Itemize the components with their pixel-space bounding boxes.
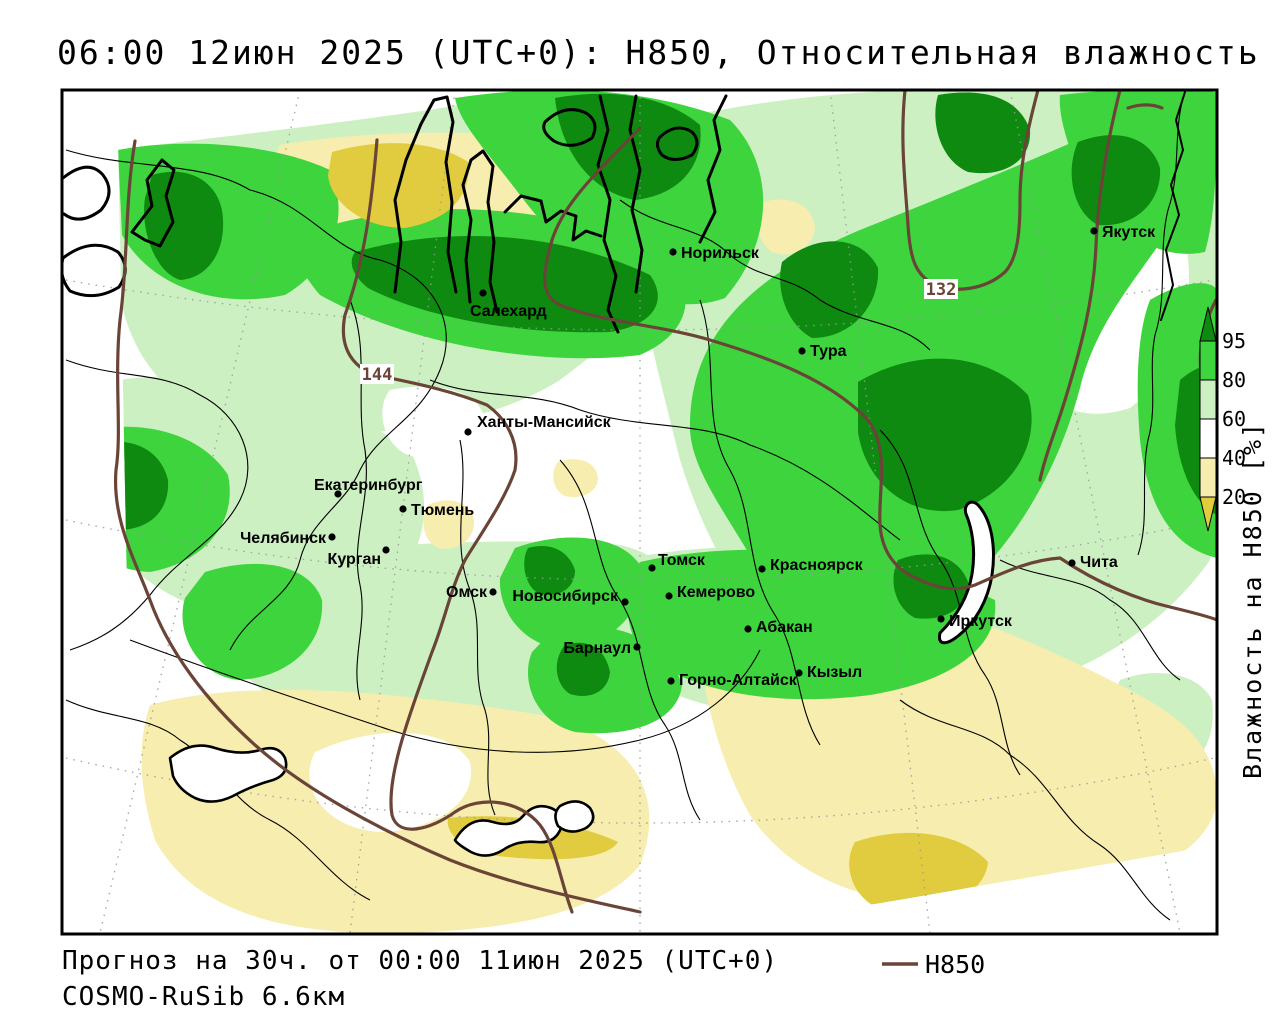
city-label: Норильск — [681, 245, 760, 262]
city-marker-dot — [334, 490, 342, 498]
colorbar-segment — [1199, 457, 1217, 498]
city-marker-dot — [667, 677, 675, 685]
colorbar-tick-label: 95 — [1222, 329, 1246, 353]
city-marker-dot — [1068, 559, 1076, 567]
city-label: Кызыл — [807, 664, 862, 681]
city-layer: Норильск Салехард Тура Якутск Ханты-Мансийск… — [240, 224, 1156, 689]
colorbar-tick-label: 20 — [1222, 485, 1246, 509]
city-label: Иркутск — [949, 613, 1013, 630]
contour-label-box — [924, 279, 958, 299]
city-marker-dot — [382, 546, 390, 554]
city-label: Курган — [328, 551, 381, 568]
city-marker-dot — [489, 588, 497, 596]
colorbar-segment — [1199, 340, 1217, 381]
city-label: Челябинск — [240, 530, 327, 547]
humidity-colorbar — [1199, 306, 1217, 532]
colorbar-segment — [1199, 379, 1217, 420]
city-label: Тура — [810, 343, 847, 360]
city-label: Ханты-Мансийск — [477, 414, 612, 431]
map-title: 06:00 12июн 2025 (UTC+0): H850, Относите… — [57, 33, 1260, 72]
humidity-95-layer — [118, 92, 1217, 696]
model-info: COSMO-RuSib 6.6км — [62, 982, 346, 1012]
city-marker-dot — [621, 598, 629, 606]
colorbar-tick-label: 40 — [1222, 446, 1246, 470]
city-label: Кемерово — [677, 584, 755, 601]
city-label: Тюмень — [411, 502, 474, 519]
city-label: Томск — [658, 552, 706, 569]
colorbar-tick-label: 80 — [1222, 368, 1246, 392]
city-label: Новосибирск — [512, 588, 619, 605]
city-label: Салехард — [470, 303, 547, 320]
city-label: Якутск — [1102, 224, 1156, 241]
city-marker-dot — [665, 592, 673, 600]
city-marker-dot — [399, 505, 407, 513]
h850-contours — [113, 90, 1217, 914]
coastlines — [62, 91, 1186, 857]
map-frame — [60, 88, 1219, 936]
legend-h850-label: H850 — [925, 950, 985, 979]
contour-label: 132 — [926, 280, 957, 300]
contour-label: 144 — [362, 365, 393, 385]
colorbar-segment — [1199, 418, 1217, 459]
colorbar-ticks: 95 80 60 40 20 — [1222, 329, 1246, 509]
city-label: Екатеринбург — [314, 477, 423, 494]
city-marker-dot — [795, 669, 803, 677]
colorbar-tick-label: 60 — [1222, 407, 1246, 431]
city-label: Барнаул — [563, 640, 631, 657]
map-field — [62, 90, 1217, 934]
city-label: Красноярск — [770, 557, 864, 574]
city-marker-dot — [937, 615, 945, 623]
city-marker-dot — [328, 533, 336, 541]
city-label: Омск — [446, 584, 488, 601]
city-marker-dot — [669, 248, 677, 256]
city-marker-dot — [758, 565, 766, 573]
forecast-info: Прогноз на 30ч. от 00:00 11июн 2025 (UTC… — [62, 946, 779, 976]
colorbar-arrow-down — [1199, 496, 1217, 532]
colorbar-title: Влажность на H850 [%] — [1238, 421, 1267, 779]
region-borders — [65, 91, 1186, 921]
city-marker-dot — [633, 643, 641, 651]
contour-label-box — [360, 364, 394, 384]
city-label: Горно-Алтайск — [679, 672, 798, 689]
city-marker-dot — [464, 428, 472, 436]
city-marker-dot — [798, 347, 806, 355]
city-marker-dot — [648, 564, 656, 572]
city-marker-dot — [479, 289, 487, 297]
city-label: Чита — [1080, 554, 1118, 571]
city-marker-dot — [744, 625, 752, 633]
city-label: Абакан — [756, 619, 813, 636]
city-marker-dot — [1090, 227, 1098, 235]
contour-labels: 144 132 — [360, 279, 958, 385]
